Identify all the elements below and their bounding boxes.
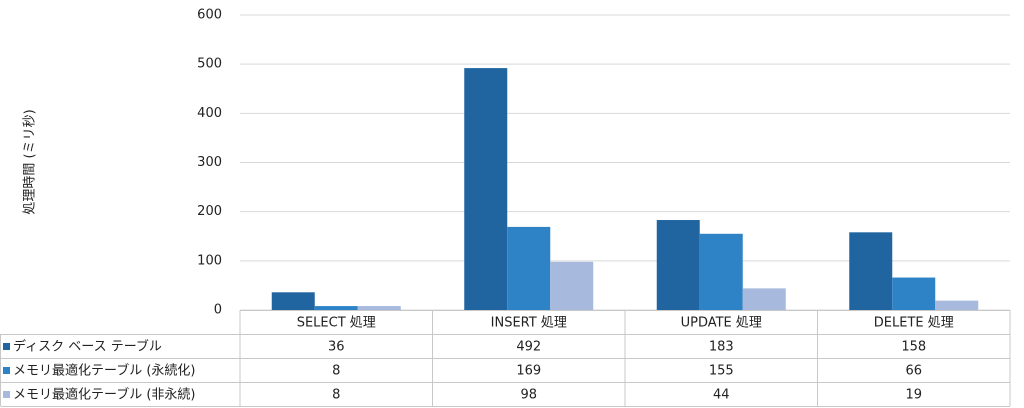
bar	[656, 220, 700, 310]
bar	[464, 68, 508, 310]
table-value: 36	[328, 340, 345, 355]
x-tick-label: SELECT 処理	[297, 316, 376, 331]
table-value: 19	[905, 388, 922, 403]
legend-swatch	[3, 367, 10, 374]
bar	[271, 292, 315, 310]
x-tick-label: DELETE 処理	[874, 316, 954, 331]
legend-label: メモリ最適化テーブル (永続化)	[13, 363, 196, 379]
legend-label: ディスク ベース テーブル	[13, 339, 162, 355]
table-value: 66	[905, 364, 922, 379]
bar	[699, 233, 743, 310]
table-value: 8	[332, 388, 340, 403]
bar	[314, 306, 358, 310]
table-value: 44	[713, 388, 730, 403]
y-tick-label: 600	[197, 8, 222, 23]
bar	[507, 226, 551, 310]
x-tick-label: INSERT 処理	[491, 316, 567, 331]
table-value: 98	[520, 388, 537, 403]
y-tick-label: 300	[197, 155, 222, 170]
y-tick-label: 200	[197, 204, 222, 219]
bar	[357, 306, 401, 310]
y-axis-label: 処理時間 (ミリ秒)	[23, 109, 38, 214]
bar	[550, 261, 594, 310]
y-tick-label: 100	[197, 253, 222, 268]
bar	[892, 277, 936, 310]
bar	[935, 300, 979, 310]
bar	[742, 288, 786, 310]
legend-label: メモリ最適化テーブル (非永続)	[13, 387, 196, 403]
table-value: 8	[332, 364, 340, 379]
y-tick-label: 400	[197, 106, 222, 121]
legend-swatch	[3, 343, 10, 350]
x-tick-label: UPDATE 処理	[681, 316, 762, 331]
table-value: 169	[516, 364, 541, 379]
table-value: 155	[709, 364, 734, 379]
y-tick-label: 0	[214, 303, 222, 318]
bar	[849, 232, 893, 310]
y-tick-label: 500	[197, 57, 222, 72]
table-value: 183	[709, 340, 734, 355]
table-value: 158	[901, 340, 926, 355]
legend-swatch	[3, 391, 10, 398]
table-value: 492	[516, 340, 541, 355]
